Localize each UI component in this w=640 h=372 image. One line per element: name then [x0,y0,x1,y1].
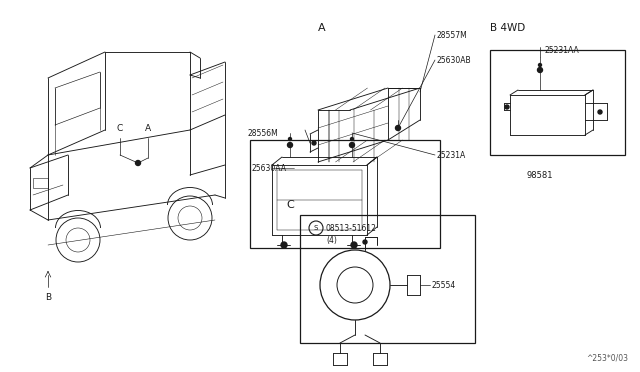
Text: C: C [286,200,294,210]
Circle shape [136,160,141,166]
Text: ^253*0/03: ^253*0/03 [586,353,628,362]
Circle shape [538,67,543,73]
Circle shape [505,105,509,109]
Text: A: A [145,124,151,132]
Bar [250,140,440,248]
Circle shape [538,64,541,67]
Text: A: A [318,23,326,33]
Circle shape [351,138,353,141]
Bar [33,178,48,188]
Text: 25231A: 25231A [437,151,467,160]
Text: B: B [45,294,51,302]
Text: 25231AA: 25231AA [545,45,580,55]
Text: 25630AB: 25630AB [437,55,472,64]
Text: 25630AA: 25630AA [252,164,287,173]
Text: B 4WD: B 4WD [490,23,525,33]
Text: (4): (4) [326,235,337,244]
Circle shape [312,141,316,145]
Circle shape [598,110,602,114]
Bar [300,215,475,343]
Circle shape [281,242,287,248]
Text: 25554: 25554 [432,280,456,289]
Circle shape [287,142,292,148]
Text: 28556M: 28556M [248,128,279,138]
Circle shape [351,242,357,248]
Circle shape [363,240,367,244]
Circle shape [349,142,355,148]
Text: 08513-51612: 08513-51612 [326,224,377,232]
Text: 28557M: 28557M [437,31,468,39]
Circle shape [289,138,291,141]
Text: S: S [314,225,318,231]
Circle shape [396,125,401,131]
Bar [490,50,625,155]
Text: C: C [117,124,123,132]
Text: 98581: 98581 [527,170,553,180]
